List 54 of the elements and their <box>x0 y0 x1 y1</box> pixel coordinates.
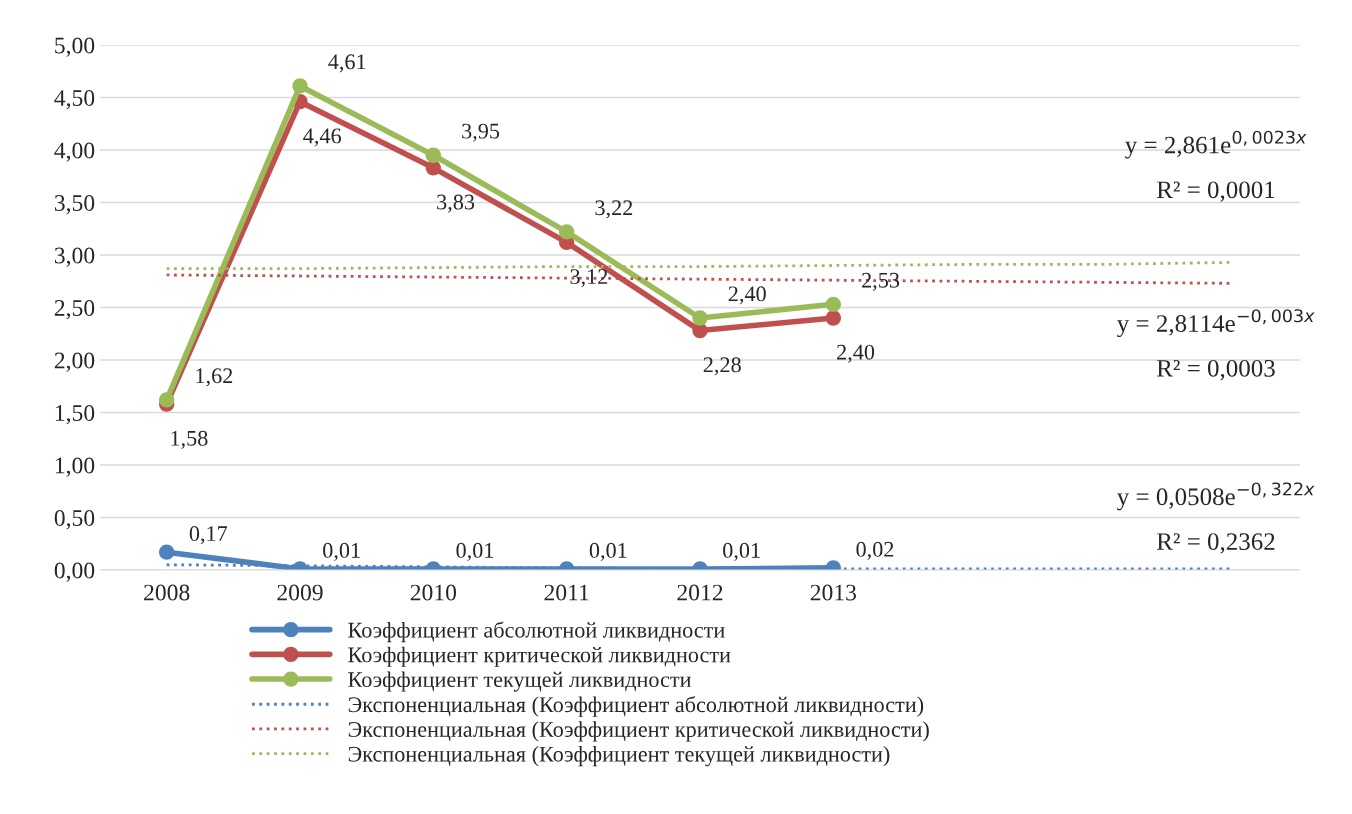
y-tick-label: 3,50 <box>54 194 95 215</box>
data-label: 1,58 <box>171 430 208 449</box>
x-tick-label: 2010 <box>410 584 457 601</box>
legend-label: Экспоненциальная (Коэффициент критической ликвидности) <box>348 721 929 742</box>
annotation: y = 2,861e$^{0,0023x}$ <box>1125 130 1307 159</box>
data-label: 4,46 <box>303 128 341 147</box>
point <box>692 310 708 326</box>
y-tick-label: 5,00 <box>55 37 95 57</box>
data-label: 0,01 <box>723 542 760 562</box>
y-tick-label: 0,50 <box>54 509 95 530</box>
y-tick-label: 3,00 <box>54 247 95 267</box>
point <box>159 392 175 408</box>
data-label: 3,83 <box>437 194 475 213</box>
point <box>825 296 841 312</box>
x-tick-label: 2012 <box>677 584 723 601</box>
x-tick-label: 2009 <box>277 584 323 601</box>
data-label: 2,40 <box>837 344 875 363</box>
point <box>825 310 841 326</box>
y-tick-label: 2,50 <box>54 299 95 320</box>
data-label: 2,40 <box>728 286 766 305</box>
legend-label: Коэффициент критической ликвидности <box>348 646 731 667</box>
data-label: 2,53 <box>862 272 900 291</box>
point <box>425 147 441 163</box>
y-tick-label: 2,00 <box>54 352 95 372</box>
data-label: 0,01 <box>589 542 627 562</box>
data-label: 3,95 <box>462 123 500 142</box>
data-label: 1,62 <box>196 368 233 387</box>
data-label: 2,28 <box>703 357 741 376</box>
data-label: 0,17 <box>189 526 228 545</box>
data-label: 3,12 <box>570 269 608 288</box>
y-tick-label: 1,00 <box>55 457 95 477</box>
legend-label: Экспоненциальная (Коэффициент абсолютной ликвидности) <box>348 696 924 717</box>
annotation: y = 2,8114e$^{−0,003x}$ <box>1117 309 1315 338</box>
point <box>559 224 575 240</box>
data-label: 0,01 <box>323 542 360 562</box>
data-label: 3,22 <box>595 200 633 219</box>
legend-label: Коэффициент текущей ликвидности <box>348 671 691 692</box>
data-label: 0,02 <box>856 541 894 560</box>
annotation: R² = 0,0001 <box>1156 181 1275 202</box>
annotation: R² = 0,2362 <box>1156 533 1275 554</box>
data-label: 4,61 <box>328 54 366 73</box>
data-label: 0,01 <box>456 542 494 562</box>
legend-label: Экспоненциальная (Коэффициент текущей ликвидности) <box>348 746 890 767</box>
annotation: y = 0,0508e$^{−0,322x}$ <box>1117 482 1315 511</box>
y-tick-label: 4,00 <box>54 142 95 162</box>
legend-label: Коэффициент абсолютной ликвидности <box>348 621 725 643</box>
x-tick-label: 2011 <box>544 584 589 601</box>
y-tick-label: 0,00 <box>54 562 95 582</box>
y-tick-label: 1,50 <box>55 404 95 425</box>
x-tick-label: 2008 <box>144 584 190 601</box>
point <box>292 78 308 94</box>
annotation: R² = 0,0003 <box>1156 359 1275 381</box>
y-tick-label: 4,50 <box>54 89 95 110</box>
x-tick-label: 2013 <box>810 584 857 601</box>
